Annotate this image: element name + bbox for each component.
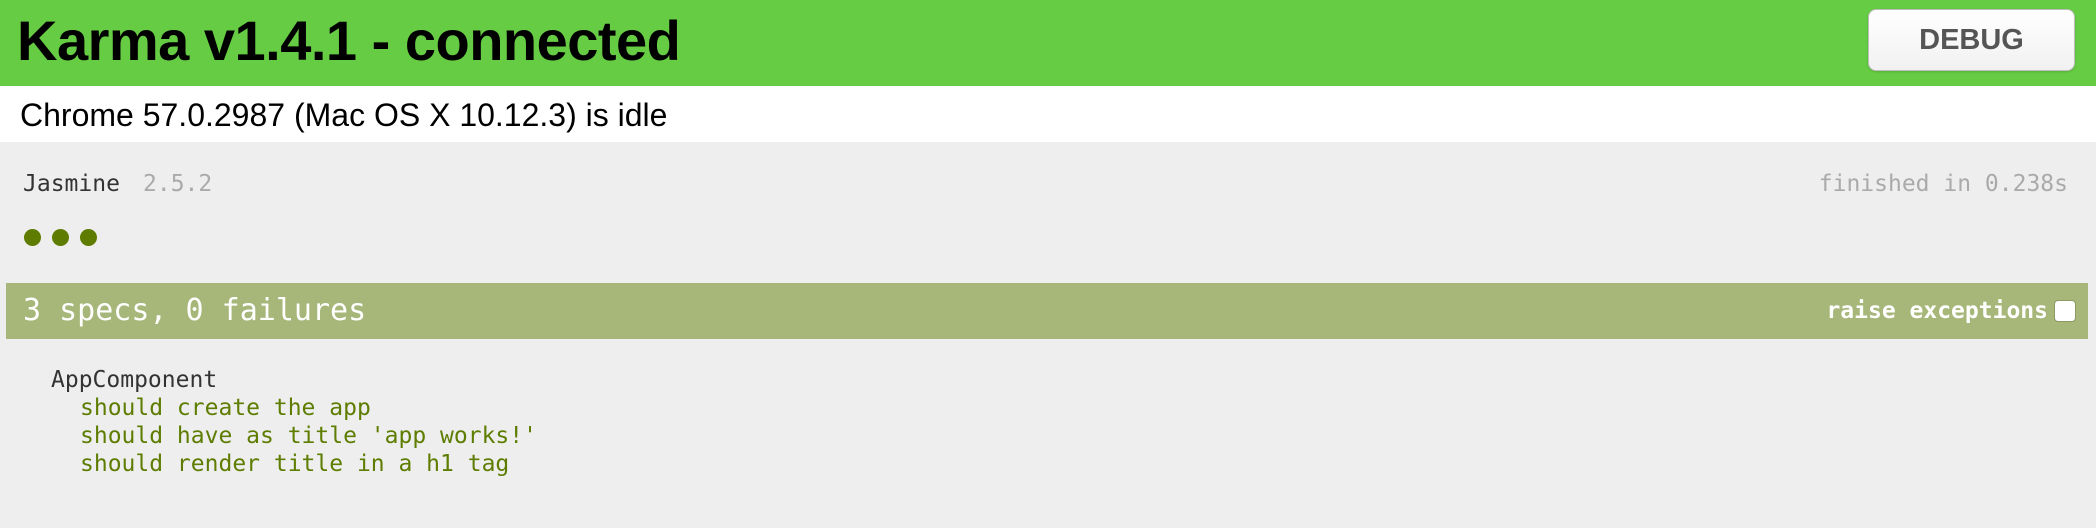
spec-item[interactable]: should create the app [80, 395, 371, 421]
passed-spec-dot[interactable] [80, 229, 97, 246]
banner-title: Karma v1.4.1 - connected [17, 9, 681, 72]
browser-status-bar: Chrome 57.0.2987 (Mac OS X 10.12.3) is i… [0, 86, 2096, 142]
raise-exceptions-label[interactable]: raise exceptions [1826, 298, 2048, 324]
summary-bar: 3 specs, 0 failures raise exceptions [6, 283, 2088, 339]
karma-banner: Karma v1.4.1 - connected DEBUG [0, 0, 2096, 86]
raise-exceptions-checkbox[interactable] [2054, 300, 2076, 322]
jasmine-title: Jasmine [23, 171, 120, 197]
spec-list: should create the app should have as tit… [80, 394, 537, 478]
suite-title[interactable]: AppComponent [51, 367, 218, 393]
duration-text: finished in 0.238s [1818, 171, 2068, 197]
browser-status-text: Chrome 57.0.2987 (Mac OS X 10.12.3) is i… [20, 97, 668, 133]
spec-item[interactable]: should render title in a h1 tag [80, 451, 510, 477]
debug-button[interactable]: DEBUG [1868, 9, 2075, 71]
jasmine-reporter: Jasmine 2.5.2 finished in 0.238s 3 specs… [0, 142, 2096, 528]
passed-spec-dot[interactable] [52, 229, 69, 246]
summary-text: 3 specs, 0 failures [23, 293, 367, 328]
jasmine-version: 2.5.2 [143, 171, 213, 197]
passed-spec-dot[interactable] [24, 229, 41, 246]
spec-item[interactable]: should have as title 'app works!' [80, 423, 537, 449]
raise-exceptions-option: raise exceptions [1826, 297, 2076, 325]
